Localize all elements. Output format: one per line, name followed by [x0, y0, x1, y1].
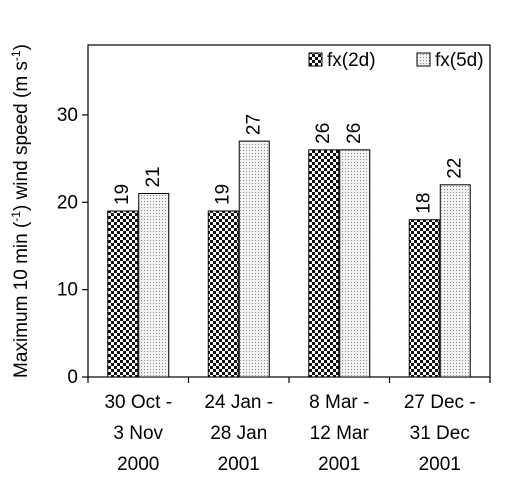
legend-label-fx2d: fx(2d)	[327, 50, 376, 71]
bar-fx2d	[308, 149, 340, 378]
x-category-label: 8 Mar -	[309, 392, 369, 413]
y-axis-label-part3: )	[11, 44, 32, 50]
data-label: 18	[413, 193, 434, 214]
x-category-label: 2000	[117, 454, 159, 475]
data-label: 19	[112, 184, 133, 205]
bar-fx5d	[238, 140, 270, 378]
y-tick-label: 30	[57, 105, 78, 126]
y-axis-label-sup2: -1	[9, 50, 23, 61]
data-label: 22	[444, 158, 465, 179]
y-axis-label-part1: Maximum 10 min (	[11, 221, 32, 378]
data-label: 26	[313, 123, 334, 144]
y-tick-label: 10	[57, 280, 78, 301]
y-tick-label: 0	[67, 367, 78, 388]
data-label: 27	[243, 114, 264, 135]
bar-fx5d	[138, 193, 170, 378]
bars	[107, 140, 471, 378]
bar-fx2d	[207, 210, 239, 378]
x-axis: 30 Oct - 3 Nov 2000 24 Jan - 28 Jan 2001 8 Mar…	[87, 377, 491, 475]
data-label: 26	[344, 123, 365, 144]
y-axis-label-part2: ) wind speed (m s	[11, 61, 32, 211]
x-category-label: 30 Oct -	[104, 392, 172, 413]
y-tick-label: 20	[57, 192, 78, 213]
bar-fx2d	[408, 219, 440, 378]
bar-fx2d	[107, 210, 139, 378]
bar-fx5d	[439, 184, 471, 378]
bar-fx5d	[339, 149, 371, 378]
y-axis-label-sup1: -1	[9, 211, 23, 222]
x-category-label: 28 Jan	[210, 423, 267, 444]
legend-label-fx5d: fx(5d)	[435, 50, 484, 71]
x-category-label: 24 Jan -	[204, 392, 273, 413]
data-labels: 19 21 19 27 26 26 18 22	[112, 114, 466, 214]
x-category-label: 2001	[218, 454, 260, 475]
x-category-label: 31 Dec	[410, 423, 470, 444]
legend-swatch-fx5d	[416, 52, 431, 67]
data-label: 21	[143, 166, 164, 187]
y-axis: 0 10 20 30	[57, 105, 88, 388]
x-category-label: 3 Nov	[113, 423, 163, 444]
x-category-label: 12 Mar	[310, 423, 370, 444]
legend-swatch-fx2d	[308, 52, 323, 67]
y-axis-label: Maximum 10 min (-1) wind speed (m s-1)	[9, 44, 32, 378]
x-category-label: 2001	[318, 454, 360, 475]
x-category-label: 27 Dec -	[404, 392, 476, 413]
legend: fx(2d) fx(5d)	[308, 50, 484, 71]
data-label: 19	[212, 184, 233, 205]
x-category-label: 2001	[419, 454, 461, 475]
